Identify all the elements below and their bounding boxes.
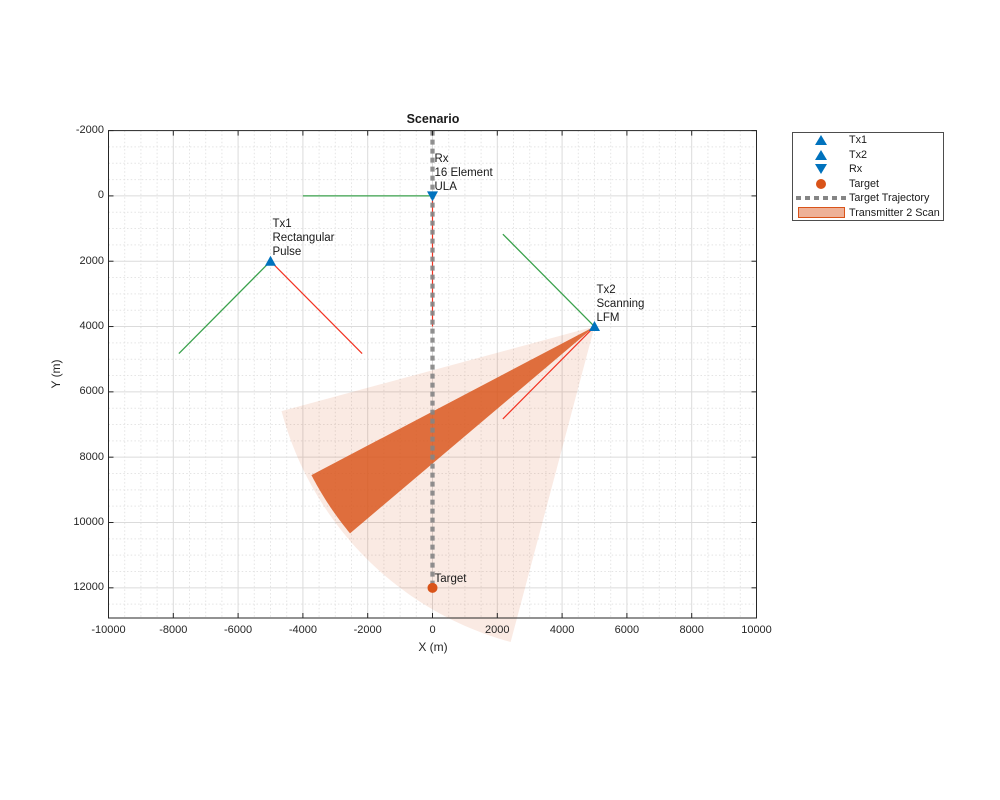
x-tick-label: -4000 — [288, 624, 317, 636]
beam-edge-line-red — [502, 326, 595, 420]
y-tick-label: 6000 — [79, 385, 104, 398]
y-tick-label: 2000 — [79, 254, 104, 267]
boresight-line-green — [178, 260, 271, 355]
legend-marker-cell — [793, 149, 849, 160]
tick-marks — [108, 130, 757, 618]
legend-item-label: Tx2 — [849, 148, 867, 161]
label-tx2: Tx2 Scanning LFM — [597, 283, 645, 325]
platform-markers — [265, 191, 600, 593]
legend-item-label: Transmitter 2 Scan — [849, 206, 940, 219]
boresight-lines — [178, 195, 595, 355]
legend-triangle-up-icon — [815, 149, 827, 160]
label-line: LFM — [596, 311, 620, 324]
legend-item-label: Rx — [849, 163, 863, 176]
x-tick-label: -10000 — [91, 624, 126, 636]
label-line: Scanning — [596, 297, 645, 310]
transmitter2-current-beam — [311, 326, 595, 534]
plot-title: Scenario — [406, 112, 460, 126]
legend-marker-cell — [793, 178, 849, 189]
legend-marker-cell — [793, 207, 849, 219]
legend-circle-icon — [816, 178, 826, 189]
x-tick-label: 6000 — [614, 624, 640, 636]
legend-triangle-down-icon — [815, 164, 827, 175]
x-tick-label: -8000 — [159, 624, 188, 636]
label-target: Target — [435, 572, 467, 586]
legend-item-target-trajectory: Target Trajectory — [793, 191, 943, 205]
legend: Tx1 Tx2 Rx Target Target Trajectory Transmitt… — [792, 132, 944, 221]
legend-marker-cell — [793, 196, 849, 201]
legend-item-transmitter-2-scan: Transmitter 2 Scan — [793, 206, 943, 220]
y-tick-label: 0 — [97, 189, 104, 202]
legend-item-tx1: Tx1 — [793, 133, 943, 147]
label-line: 16 Element — [434, 166, 493, 179]
label-line: Pulse — [272, 246, 302, 259]
marker-rx — [427, 191, 438, 202]
marker-tx1 — [265, 255, 276, 266]
label-tx1: Tx1 Rectangular Pulse — [273, 217, 335, 259]
y-tick-label: 10000 — [73, 516, 104, 528]
y-tick-label: 8000 — [79, 450, 104, 463]
legend-dashed-line-icon — [796, 196, 846, 201]
legend-item-rx: Rx — [793, 162, 943, 176]
x-axis-label: X (m) — [418, 640, 448, 654]
legend-marker-cell — [793, 135, 849, 146]
y-tick-label: 4000 — [79, 320, 104, 333]
legend-item-label: Target — [849, 177, 880, 190]
legend-marker-cell — [793, 164, 849, 175]
legend-patch-icon — [797, 207, 845, 219]
boresight-line-green — [502, 233, 595, 327]
x-tick-label: 8000 — [679, 624, 704, 636]
y-tick-label: -2000 — [75, 124, 104, 137]
legend-item-target: Target — [793, 177, 943, 191]
x-tick-label: 4000 — [549, 624, 575, 636]
x-tick-label: 10000 — [741, 624, 772, 636]
legend-item-tx2: Tx2 — [793, 148, 943, 162]
label-line: Rectangular — [272, 232, 335, 245]
legend-triangle-up-icon — [815, 135, 827, 146]
x-tick-label: -2000 — [353, 624, 382, 636]
marker-target — [427, 582, 438, 593]
y-tick-label: 12000 — [73, 581, 104, 594]
label-line: Target — [434, 572, 467, 585]
x-tick-label: 0 — [429, 624, 436, 636]
legend-item-label: Tx1 — [849, 134, 867, 147]
legend-item-label: Target Trajectory — [849, 192, 930, 205]
y-axis-label: Y (m) — [49, 359, 63, 389]
beam-edge-line-red — [270, 260, 363, 355]
label-line: ULA — [434, 180, 457, 193]
label-rx: Rx 16 Element ULA — [435, 152, 493, 194]
label-line: Tx2 — [596, 283, 616, 296]
marker-tx2 — [589, 321, 600, 332]
x-tick-label: 2000 — [485, 624, 510, 636]
x-tick-label: -6000 — [224, 624, 253, 636]
label-line: Tx1 — [272, 218, 292, 231]
label-line: Rx — [434, 152, 449, 165]
minor-grid — [108, 130, 757, 618]
